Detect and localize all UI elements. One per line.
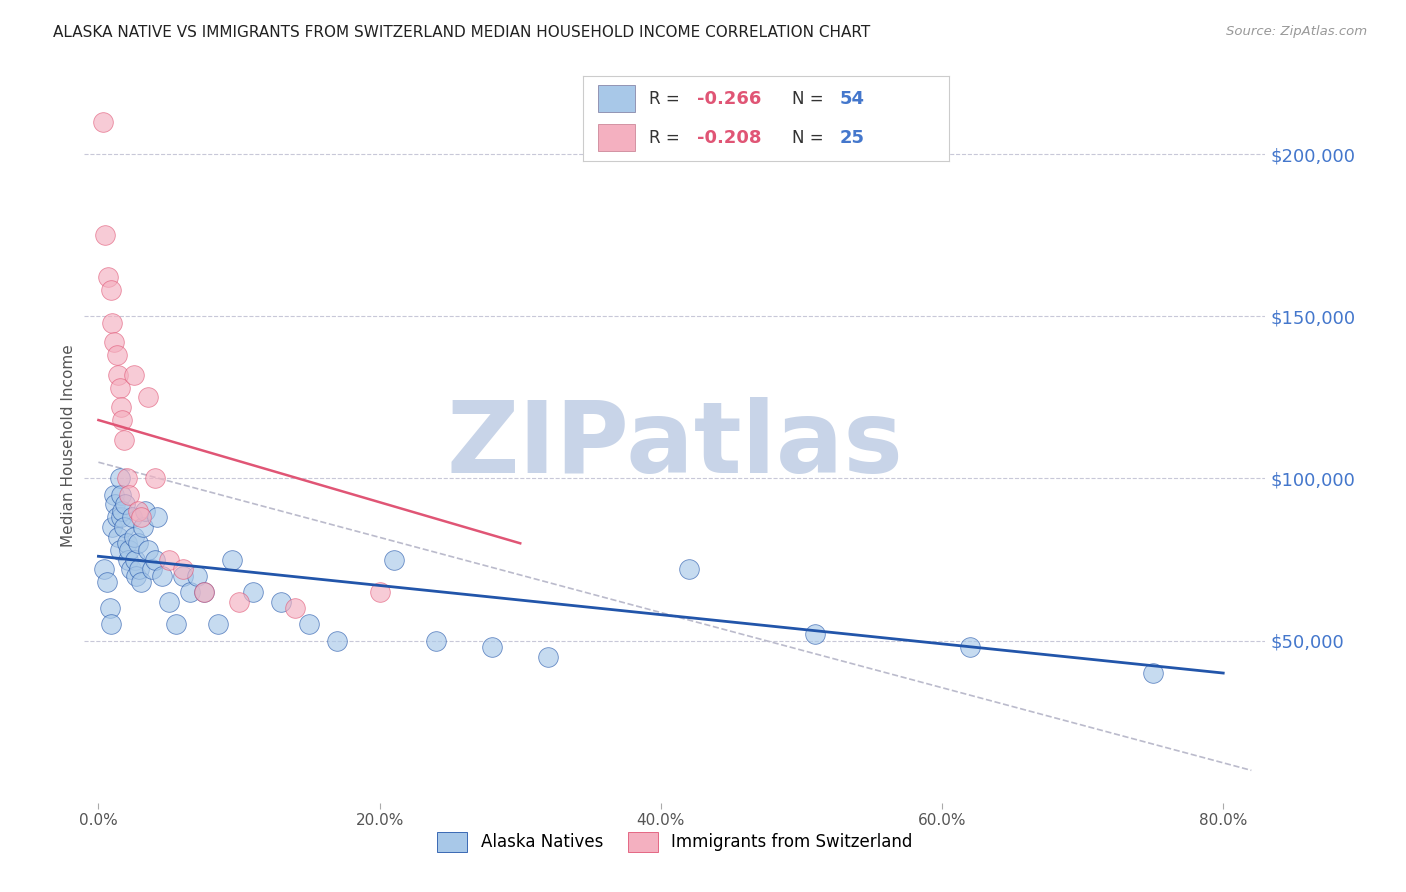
Point xyxy=(150,568,173,582)
Point xyxy=(117,552,139,566)
Point xyxy=(157,552,180,566)
Point xyxy=(298,617,321,632)
Point xyxy=(94,228,117,243)
Point xyxy=(112,520,135,534)
Point xyxy=(134,504,156,518)
Point xyxy=(105,348,128,362)
Y-axis label: Median Household Income: Median Household Income xyxy=(60,344,76,548)
Point xyxy=(121,510,143,524)
Text: R =: R = xyxy=(650,90,685,108)
Point xyxy=(111,504,134,518)
Point xyxy=(165,617,187,632)
Point xyxy=(143,552,166,566)
Point xyxy=(108,381,131,395)
Point xyxy=(207,617,229,632)
Point xyxy=(96,575,118,590)
Point xyxy=(122,368,145,382)
Point xyxy=(186,568,208,582)
Point xyxy=(228,595,250,609)
Point xyxy=(127,536,149,550)
Text: 25: 25 xyxy=(839,128,865,146)
Point xyxy=(382,552,405,566)
Point xyxy=(129,510,152,524)
Point xyxy=(425,633,447,648)
Legend: Alaska Natives, Immigrants from Switzerland: Alaska Natives, Immigrants from Switzerl… xyxy=(430,825,920,859)
Point xyxy=(122,530,145,544)
Point xyxy=(115,536,138,550)
Point xyxy=(118,542,141,557)
Point xyxy=(114,497,136,511)
Point xyxy=(100,617,122,632)
Point xyxy=(124,552,146,566)
Point xyxy=(120,562,142,576)
Point xyxy=(157,595,180,609)
Text: -0.266: -0.266 xyxy=(697,90,761,108)
Point xyxy=(804,627,827,641)
Point xyxy=(110,510,132,524)
Point xyxy=(678,562,700,576)
Point xyxy=(1142,666,1164,681)
Point xyxy=(91,114,114,128)
Point xyxy=(141,562,163,576)
Point xyxy=(129,575,152,590)
Text: N =: N = xyxy=(792,128,828,146)
Point xyxy=(136,390,159,404)
Point xyxy=(537,649,560,664)
Text: Source: ZipAtlas.com: Source: ZipAtlas.com xyxy=(1226,25,1367,38)
Point xyxy=(128,562,150,576)
Point xyxy=(107,368,129,382)
FancyBboxPatch shape xyxy=(598,124,634,152)
Point xyxy=(98,601,121,615)
Point xyxy=(127,504,149,518)
Point xyxy=(101,520,124,534)
Text: ZIPatlas: ZIPatlas xyxy=(447,398,903,494)
Point xyxy=(103,488,125,502)
Point xyxy=(100,283,122,297)
Point xyxy=(93,562,115,576)
Point xyxy=(221,552,243,566)
Point xyxy=(143,471,166,485)
Point xyxy=(112,433,135,447)
Point xyxy=(125,568,148,582)
Point xyxy=(326,633,349,648)
Point xyxy=(481,640,503,654)
Point xyxy=(132,520,155,534)
Point xyxy=(111,413,134,427)
Point xyxy=(108,542,131,557)
Point xyxy=(172,562,194,576)
Text: R =: R = xyxy=(650,128,685,146)
Point xyxy=(179,585,201,599)
Point xyxy=(107,530,129,544)
Point xyxy=(172,568,194,582)
Text: N =: N = xyxy=(792,90,828,108)
Point xyxy=(136,542,159,557)
Text: ALASKA NATIVE VS IMMIGRANTS FROM SWITZERLAND MEDIAN HOUSEHOLD INCOME CORRELATION: ALASKA NATIVE VS IMMIGRANTS FROM SWITZER… xyxy=(53,25,870,40)
Point xyxy=(110,400,132,414)
Point xyxy=(146,510,169,524)
Point xyxy=(193,585,215,599)
Point xyxy=(284,601,307,615)
Point xyxy=(108,471,131,485)
Point xyxy=(270,595,292,609)
Point xyxy=(959,640,981,654)
Point xyxy=(115,471,138,485)
Point xyxy=(103,335,125,350)
Text: 54: 54 xyxy=(839,90,865,108)
Point xyxy=(118,488,141,502)
Point xyxy=(101,316,124,330)
Point xyxy=(104,497,127,511)
Text: -0.208: -0.208 xyxy=(697,128,761,146)
Point xyxy=(97,270,120,285)
Point xyxy=(368,585,391,599)
Point xyxy=(110,488,132,502)
Point xyxy=(193,585,215,599)
Point xyxy=(242,585,264,599)
FancyBboxPatch shape xyxy=(598,85,634,112)
Point xyxy=(105,510,128,524)
